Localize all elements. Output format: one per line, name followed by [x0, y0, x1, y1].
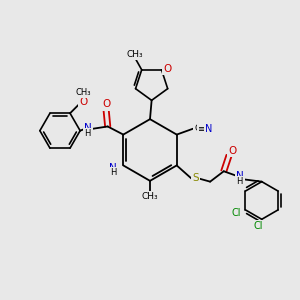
- Text: CH₃: CH₃: [75, 88, 91, 97]
- Text: H: H: [236, 178, 242, 187]
- Text: N: N: [109, 163, 117, 173]
- Text: O: O: [102, 99, 110, 110]
- Text: N: N: [84, 123, 92, 133]
- Text: O: O: [228, 146, 236, 156]
- Text: Cl: Cl: [232, 208, 241, 218]
- Text: N: N: [236, 171, 244, 181]
- Text: H: H: [84, 129, 91, 138]
- Text: ≡: ≡: [198, 124, 206, 134]
- Text: S: S: [192, 173, 199, 183]
- Text: CH₃: CH₃: [142, 192, 158, 201]
- Text: CH₃: CH₃: [126, 50, 143, 59]
- Text: H: H: [110, 168, 116, 177]
- Text: O: O: [79, 97, 87, 107]
- Text: O: O: [163, 64, 172, 74]
- Text: Cl: Cl: [254, 221, 263, 231]
- Text: N: N: [205, 124, 212, 134]
- Text: C: C: [195, 124, 201, 133]
